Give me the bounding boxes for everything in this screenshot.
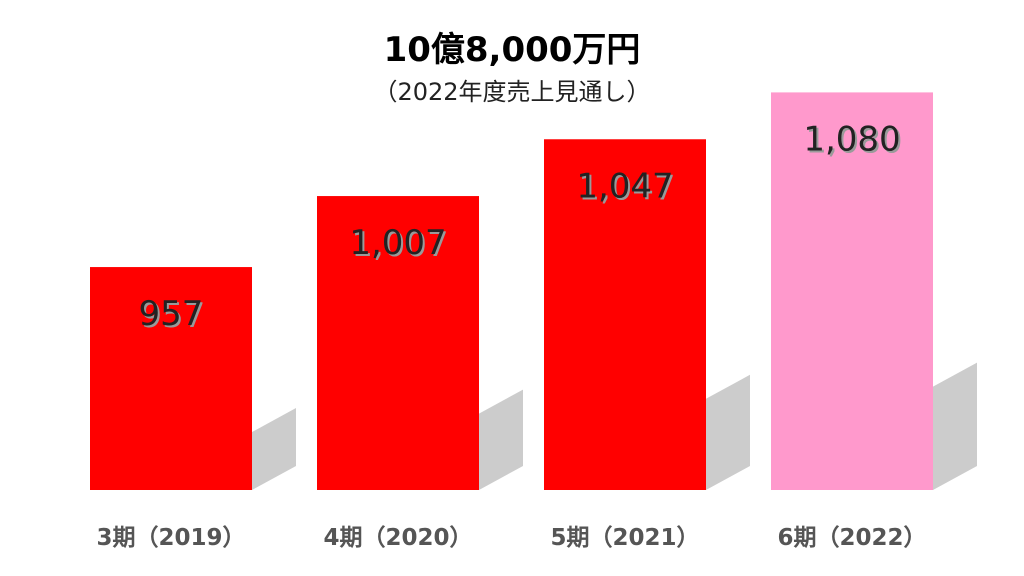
x-tick-label: 4期（2020） — [323, 524, 472, 551]
bar-shadow — [252, 408, 296, 490]
data-label-shadow: 1,007 — [351, 225, 448, 265]
bar — [317, 196, 479, 490]
bar-shadow — [933, 362, 977, 490]
bar-shadow — [479, 389, 523, 490]
x-tick-label: 3期（2019） — [96, 524, 245, 551]
bar — [90, 267, 252, 490]
data-label: 1,080 — [803, 119, 900, 159]
data-label-shadow: 957 — [141, 296, 206, 336]
chart-subtitle: （2022年度売上見通し） — [373, 78, 651, 106]
bar-shadow — [706, 374, 750, 490]
x-tick-label: 6期（2022） — [777, 524, 926, 551]
data-label-shadow: 1,080 — [805, 121, 902, 161]
bar — [544, 139, 706, 490]
x-tick-label: 5期（2021） — [550, 524, 699, 551]
data-label: 1,047 — [576, 166, 673, 206]
chart-title: 10億8,000万円 — [383, 30, 641, 70]
bar — [771, 92, 933, 491]
data-label-shadow: 1,047 — [578, 168, 675, 208]
data-label: 957 — [139, 294, 204, 334]
data-label: 1,007 — [349, 223, 446, 263]
